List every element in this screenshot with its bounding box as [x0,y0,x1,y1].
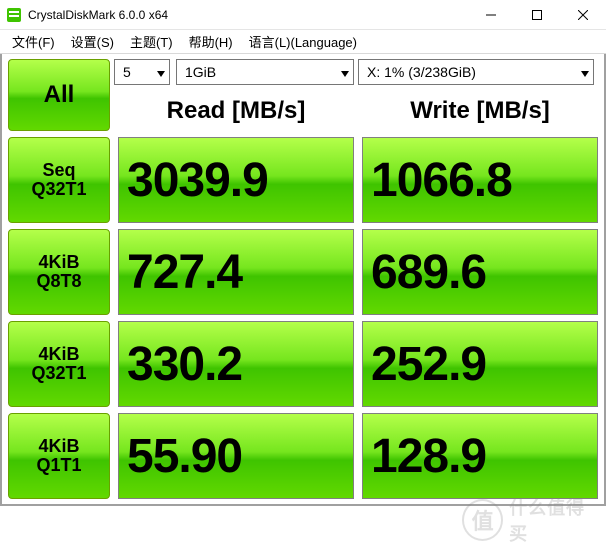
run-all-button[interactable]: All [8,59,110,131]
controls-right: X: 1% (3/238GiB) [358,56,602,88]
maximize-button[interactable] [514,0,560,30]
minimize-button[interactable] [468,0,514,30]
write-header: Write [MB/s] [358,88,602,134]
menu-file[interactable]: 文件(F) [6,30,61,53]
result-write-seq-q32t1: 1066.8 [362,137,598,223]
test-count-value: 5 [123,64,131,80]
test-size-value: 1GiB [185,64,216,80]
row-label-line2: Q32T1 [31,364,86,383]
row-label-line1: 4KiB [38,345,79,364]
result-read-4k-q8t8: 727.4 [118,229,354,315]
result-read-4k-q1t1: 55.90 [118,413,354,499]
menu-settings[interactable]: 设置(S) [65,30,120,53]
test-count-select[interactable]: 5 [114,59,170,85]
result-write-4k-q8t8: 689.6 [362,229,598,315]
run-4k-q32t1-button[interactable]: 4KiB Q32T1 [8,321,110,407]
row-label-line2: Q32T1 [31,180,86,199]
chevron-down-icon [341,64,349,80]
window-title: CrystalDiskMark 6.0.0 x64 [28,8,168,22]
result-read-seq-q32t1: 3039.9 [118,137,354,223]
app-icon [6,7,22,23]
result-write-4k-q32t1: 252.9 [362,321,598,407]
menu-bar: 文件(F) 设置(S) 主题(T) 帮助(H) 语言(L)(Language) [0,30,606,54]
run-4k-q1t1-button[interactable]: 4KiB Q1T1 [8,413,110,499]
result-write-4k-q1t1: 128.9 [362,413,598,499]
run-all-label: All [44,82,75,107]
row-label-line2: Q8T8 [36,272,81,291]
menu-help[interactable]: 帮助(H) [183,30,239,53]
menu-theme[interactable]: 主题(T) [124,30,179,53]
read-header: Read [MB/s] [114,88,358,134]
row-label-line2: Q1T1 [36,456,81,475]
drive-select[interactable]: X: 1% (3/238GiB) [358,59,594,85]
chevron-down-icon [581,64,589,80]
run-4k-q8t8-button[interactable]: 4KiB Q8T8 [8,229,110,315]
chevron-down-icon [157,64,165,80]
test-size-select[interactable]: 1GiB [176,59,354,85]
window-titlebar: CrystalDiskMark 6.0.0 x64 [0,0,606,30]
drive-value: X: 1% (3/238GiB) [367,64,476,80]
row-label-line1: 4KiB [38,437,79,456]
client-area: All 5 1GiB X: 1% (3/238GiB) [0,54,606,506]
row-label-line1: 4KiB [38,253,79,272]
result-read-4k-q32t1: 330.2 [118,321,354,407]
menu-language[interactable]: 语言(L)(Language) [243,30,363,53]
run-seq-q32t1-button[interactable]: Seq Q32T1 [8,137,110,223]
controls-left: 5 1GiB [114,56,358,88]
close-button[interactable] [560,0,606,30]
row-label-line1: Seq [42,161,75,180]
